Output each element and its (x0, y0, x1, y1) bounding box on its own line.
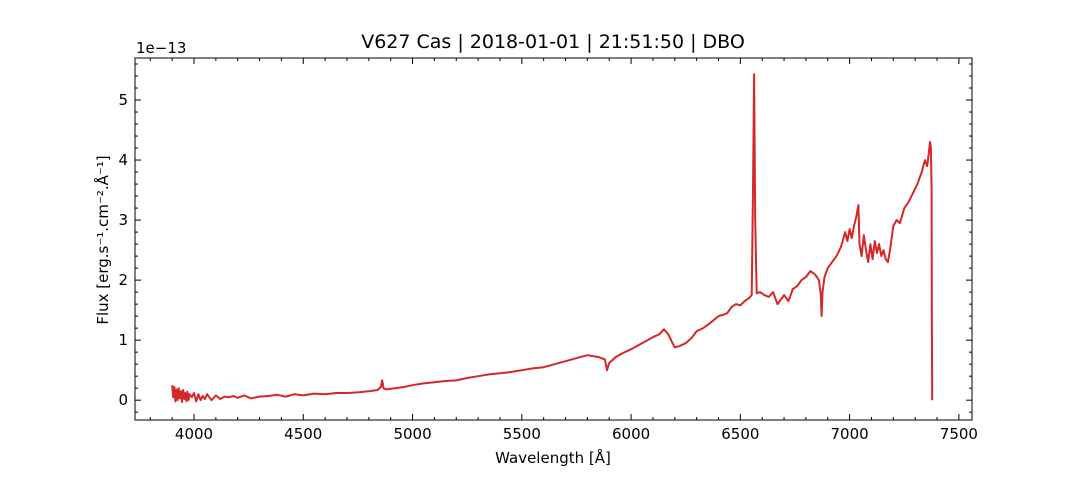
plot-area: 4000 4500 5000 5500 6000 6500 7000 7500 0 1 2 3 4 5 (118, 57, 978, 443)
y-tick-label: 5 (118, 91, 128, 109)
y-tick-label: 4 (118, 151, 128, 169)
x-tick-label: 4500 (284, 425, 322, 443)
series-line-0 (171, 73, 934, 403)
x-tick-label: 4000 (175, 425, 213, 443)
x-tick-label: 5500 (503, 425, 541, 443)
x-tick-label: 7000 (831, 425, 869, 443)
y-offset-label: 1e−13 (136, 39, 186, 57)
x-tick-label: 6000 (612, 425, 650, 443)
plot-frame (134, 57, 973, 421)
y-tick-label: 0 (118, 391, 128, 409)
x-tick-label: 7500 (940, 425, 978, 443)
y-tick-label: 2 (118, 271, 128, 289)
x-tick-label: 6500 (721, 425, 759, 443)
y-tick-label: 3 (118, 211, 128, 229)
y-tick-label: 1 (118, 331, 128, 349)
chart-title: V627 Cas | 2018-01-01 | 21:51:50 | DBO (361, 31, 745, 53)
y-axis-label: Flux [erg.s⁻¹.cm⁻².Å⁻¹] (93, 155, 112, 324)
x-axis-label: Wavelength [Å] (495, 448, 611, 467)
x-tick-label: 5000 (393, 425, 431, 443)
